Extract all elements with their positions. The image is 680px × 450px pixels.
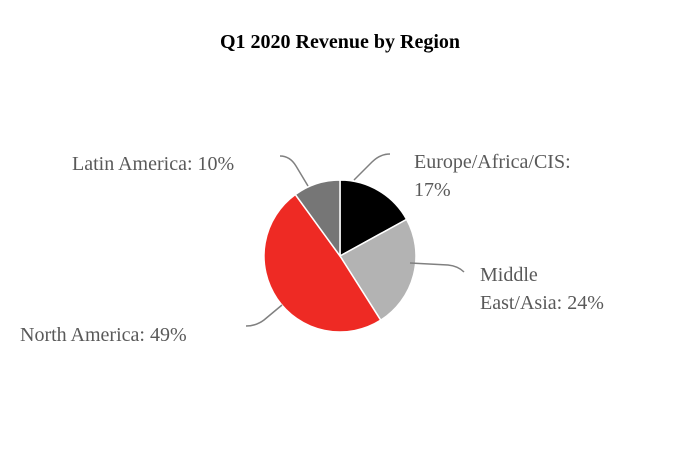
slice-label-europe: Europe/Africa/CIS: 17%	[414, 151, 576, 201]
leader-line-europe	[353, 153, 391, 181]
slice-label-middle-east: Middle East/Asia: 24%	[480, 264, 604, 314]
leader-line-middle-east	[409, 262, 465, 273]
leader-lines	[245, 153, 465, 327]
slice-label-north-america: North America: 49%	[20, 324, 187, 346]
slice-label-latin-america: Latin America: 10%	[72, 153, 234, 175]
chart-title: Q1 2020 Revenue by Region	[220, 31, 460, 53]
pie-slice-latin-america	[294, 179, 341, 259]
pie-slice-europe-africa-cis	[339, 179, 408, 258]
pie-slice-north-america	[263, 193, 382, 333]
leader-line-north-america	[245, 304, 283, 327]
pie-slices	[263, 179, 417, 333]
leader-line-latin-america	[279, 155, 309, 187]
pie-slice-middle-east-asia	[338, 218, 417, 322]
